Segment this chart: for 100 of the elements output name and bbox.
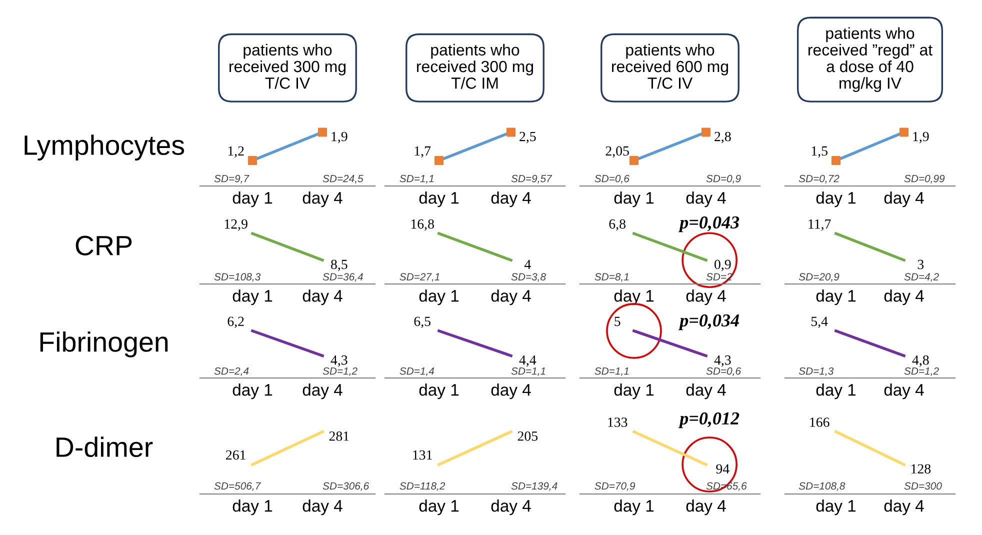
data-label: 16,8	[411, 219, 434, 231]
x-tick-label: day 1	[232, 192, 272, 208]
data-label: 1,7	[414, 146, 431, 158]
data-label: 128	[911, 464, 931, 474]
x-tick-label: day 1	[232, 500, 272, 516]
x-tick-label: day 4	[884, 384, 924, 400]
data-label: 6,8	[609, 219, 626, 231]
x-tick-label: day 1	[419, 384, 459, 400]
y-axis-title: Lymphocytes	[24, 134, 184, 161]
chart-title: patients who received 300 mg T/C IV	[230, 44, 346, 89]
text: SD=1,1	[400, 174, 434, 184]
text: SD=0,6	[706, 367, 742, 376]
x-tick-label: day 4	[884, 500, 924, 516]
text: SD=300	[904, 482, 942, 490]
x-tick-label: day 4	[491, 192, 531, 208]
data-label: 6,2	[228, 316, 244, 328]
text: SD=108,3	[214, 273, 261, 282]
x-tick-label: day 4	[302, 290, 342, 306]
x-tick-label: day 1	[419, 500, 459, 516]
text: SD=506,7	[214, 482, 261, 491]
x-tick-label: day 1	[419, 290, 459, 306]
text: SD=36,4	[322, 273, 363, 282]
text: SD=70,9	[594, 482, 636, 491]
data-label: 0,9	[714, 260, 731, 272]
x-tick-label: day 4	[302, 384, 342, 400]
data-label: 4,4	[519, 355, 536, 367]
data-label: 4,3	[330, 355, 348, 367]
text: p=0,034	[678, 314, 740, 330]
text: SD=9,57	[511, 174, 552, 184]
x-tick-label: day 1	[614, 500, 654, 516]
data-label: 205	[518, 431, 538, 441]
x-tick-label: day 4	[686, 500, 726, 516]
text: SD=1,3	[798, 367, 834, 376]
data-label: 1,9	[332, 132, 348, 144]
data-label: 1,2	[228, 146, 244, 158]
x-tick-label: day 1	[614, 290, 654, 306]
text: SD=20,9	[798, 273, 840, 282]
data-label: 281	[329, 431, 349, 441]
x-tick-label: day 4	[302, 500, 342, 516]
x-tick-label: day 1	[419, 192, 459, 208]
x-tick-label: day 4	[686, 290, 726, 306]
y-axis-title: D-dimer	[56, 436, 153, 458]
text: p=0,043	[678, 216, 740, 232]
data-label: 11,7	[808, 219, 831, 231]
text: SD=0,9	[706, 174, 741, 184]
x-tick-label: day 4	[491, 290, 531, 306]
text: SD=118,2	[400, 482, 446, 491]
y-axis-title: CRP	[76, 236, 132, 256]
data-label: 1,5	[812, 146, 828, 158]
text: SD=306,6	[322, 482, 370, 491]
data-label: 4,3	[714, 355, 731, 367]
text: SD=8,1	[594, 273, 629, 282]
text: SD=1,2	[322, 367, 358, 376]
text: SD=9,7	[214, 174, 250, 184]
y-axis-title: Fibrinogen	[40, 331, 168, 358]
data-label: 4	[524, 260, 531, 269]
data-label: 5,4	[811, 316, 828, 328]
text: SD=2,4	[214, 367, 249, 376]
data-label: 1,9	[913, 132, 929, 144]
chart-title: patients who received 300 mg T/C IM	[417, 44, 534, 89]
x-tick-label: day 1	[614, 192, 654, 208]
x-tick-label: day 1	[232, 290, 272, 306]
text: SD=1,2	[904, 367, 939, 376]
x-tick-label: day 1	[232, 384, 272, 400]
x-tick-label: day 1	[816, 384, 856, 400]
text: SD=1,1	[511, 367, 546, 376]
data-label: 4,8	[912, 355, 929, 367]
text: SD=1,4	[400, 367, 434, 376]
data-label: 3	[918, 260, 924, 270]
data-label: 6,5	[414, 316, 430, 328]
data-label: 166	[810, 418, 830, 427]
text: SD=27,1	[400, 273, 440, 282]
text: p=0,012	[678, 412, 740, 428]
x-tick-label: day 1	[614, 384, 654, 400]
x-tick-label: day 4	[302, 192, 342, 208]
chart-title: patients who received ”regd” at a dose of 40 mg/kg IV	[808, 27, 932, 92]
x-tick-label: day 4	[491, 500, 531, 516]
text: SD=139,4	[511, 482, 558, 491]
x-tick-label: day 4	[491, 384, 531, 400]
data-label: 5	[614, 316, 620, 326]
text: SD=0,72	[798, 174, 840, 184]
data-label: 12,9	[224, 219, 248, 231]
data-label: 2,05	[606, 146, 629, 158]
x-tick-label: day 4	[884, 290, 924, 306]
chart-title: patients who received 600 mg T/C IV	[612, 44, 728, 89]
text: SD=0,6	[594, 174, 630, 184]
x-tick-label: day 1	[816, 500, 856, 516]
text: SD=108,8	[798, 482, 846, 491]
data-label: 2,5	[520, 132, 536, 144]
data-label: 131	[413, 450, 432, 460]
x-tick-label: day 4	[686, 192, 726, 208]
data-label: 2,8	[714, 132, 731, 144]
text: SD=1,1	[594, 367, 629, 376]
x-tick-label: day 4	[884, 192, 924, 208]
data-label: 94	[716, 464, 730, 474]
x-tick-label: day 1	[816, 192, 856, 208]
data-label: 133	[608, 418, 628, 427]
x-tick-label: day 1	[816, 290, 856, 306]
x-tick-label: day 4	[686, 384, 726, 400]
text: SD=3,8	[511, 273, 546, 282]
